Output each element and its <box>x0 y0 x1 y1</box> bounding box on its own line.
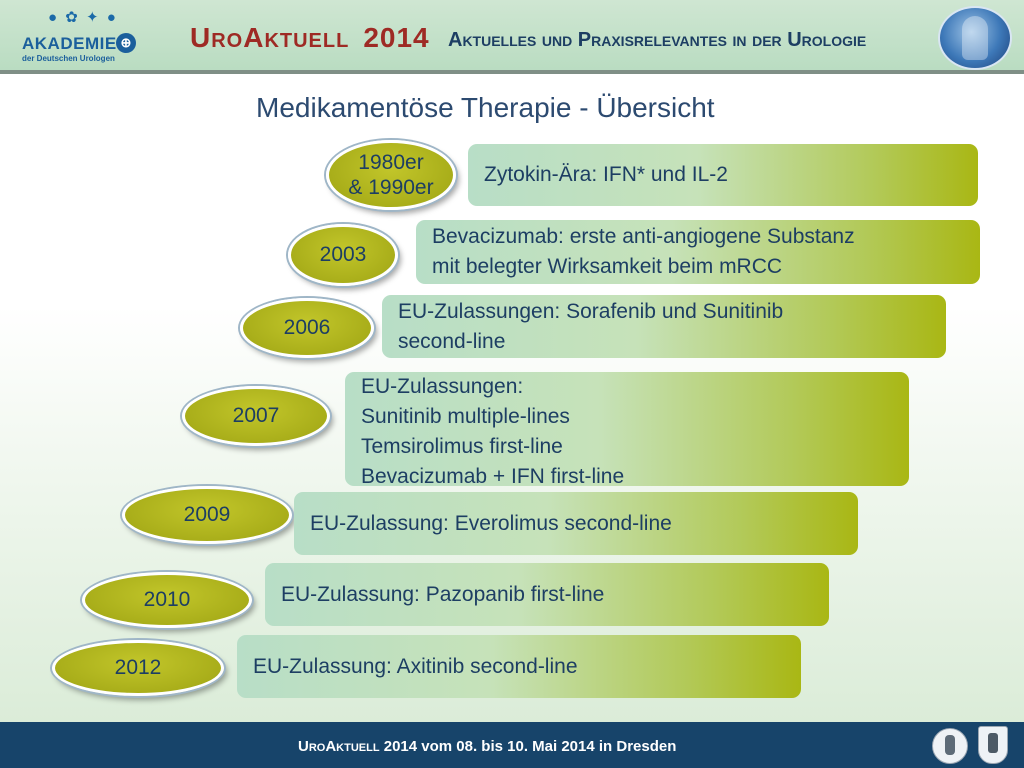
logo-figures-icon: ● ✿ ✦ ● <box>48 9 118 26</box>
year-label: 2012 <box>114 656 162 680</box>
bar-line: Bevacizumab: erste anti-angiogene Substa… <box>432 225 855 248</box>
header-brand: UroAktuell <box>190 22 350 53</box>
year-label: 1980er & 1990er <box>348 150 434 199</box>
logo-name: AKADEMIE <box>22 34 117 53</box>
header-year: 2014 <box>363 22 430 53</box>
footer-event: 2014 vom 08. bis 10. Mai 2014 in Dresden <box>383 738 677 755</box>
year-oval: 2012 <box>52 640 224 696</box>
akademie-logo: ● ✿ ✦ ● AKADEMIE ⊕ der Deutschen Urologe… <box>18 6 148 66</box>
bar-line: EU-Zulassungen: <box>361 375 524 398</box>
bar-line: EU-Zulassungen: Sorafenib und Sunitinib <box>398 299 784 323</box>
year-oval: 2006 <box>240 298 374 358</box>
timeline-bar: Bevacizumab: erste anti-angiogene Substa… <box>416 220 980 284</box>
year-oval: 2007 <box>182 386 330 446</box>
footer-band <box>0 722 1024 768</box>
year-label: 2006 <box>283 316 331 340</box>
shield-icon <box>978 726 1008 764</box>
header-subtitle: Aktuelles und Praxisrelevantes in der Ur… <box>448 29 867 51</box>
bar-line: Sunitinib multiple-lines <box>361 405 570 428</box>
anatomy-emblem-icon <box>938 6 1012 70</box>
year-label: 2010 <box>143 588 191 612</box>
bar-line: EU-Zulassung: Axitinib second-line <box>253 654 578 678</box>
bar-line: Temsirolimus first-line <box>361 435 563 458</box>
timeline-bar: EU-Zulassungen: Sunitinib multiple-lines… <box>345 372 909 488</box>
timeline-bar: EU-Zulassungen: Sorafenib und Sunitinib … <box>382 295 946 358</box>
year-label: 2003 <box>319 243 367 267</box>
seal-icon <box>932 728 968 764</box>
header-band <box>0 0 1024 72</box>
timeline-bar: EU-Zulassung: Everolimus second-line <box>294 492 858 555</box>
bar-line: Zytokin-Ära: IFN* und IL-2 <box>484 163 728 186</box>
bar-line: EU-Zulassung: Everolimus second-line <box>310 511 672 535</box>
bar-line: second-line <box>398 329 506 353</box>
bar-line: EU-Zulassung: Pazopanib first-line <box>281 582 605 606</box>
logo-emblem-icon: ⊕ <box>116 33 136 53</box>
year-oval: 2010 <box>82 572 252 628</box>
logo-subtitle: der Deutschen Urologen <box>22 54 115 63</box>
slide-title: Medikamentöse Therapie - Übersicht <box>256 92 715 123</box>
year-label: 2009 <box>183 503 231 527</box>
bar-line: Bevacizumab + IFN first-line <box>361 465 625 488</box>
bar-line: mit belegter Wirksamkeit beim mRCC <box>432 255 783 278</box>
timeline-bar: Zytokin-Ära: IFN* und IL-2 <box>468 144 978 206</box>
year-oval: 2009 <box>122 486 292 544</box>
timeline-bar: EU-Zulassung: Axitinib second-line <box>237 635 801 698</box>
timeline-bar: EU-Zulassung: Pazopanib first-line <box>265 563 829 626</box>
year-oval: 2003 <box>288 224 398 286</box>
year-label: 2007 <box>232 404 280 428</box>
header-title: UroAktuell 2014 <box>190 22 430 54</box>
footer-text: UroAktuell 2014 vom 08. bis 10. Mai 2014… <box>298 738 676 755</box>
year-oval: 1980er & 1990er <box>326 140 456 210</box>
header-divider <box>0 70 1024 74</box>
footer-brand: UroAktuell <box>298 738 380 755</box>
